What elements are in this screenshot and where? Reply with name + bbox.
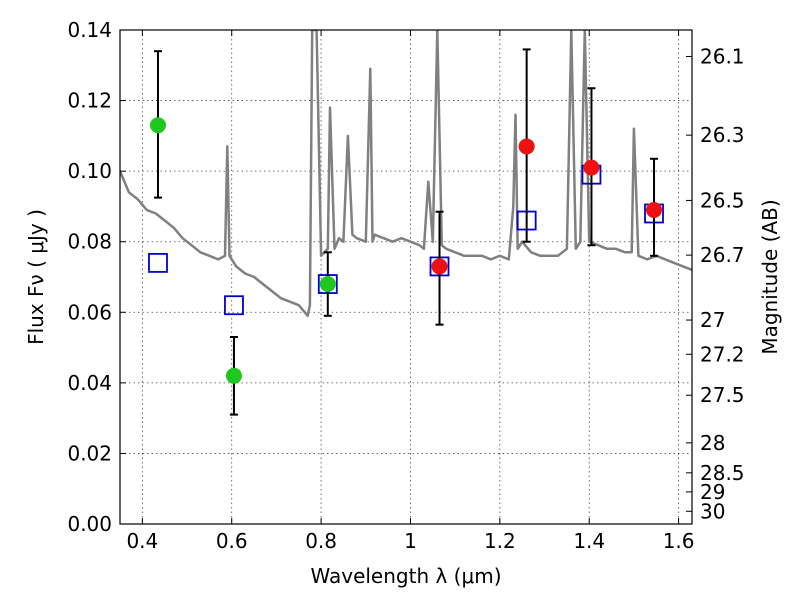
- x-tick-label: 1.2: [484, 529, 516, 553]
- y-tick-labels: 0.00 0.02 0.04 0.06 0.08 0.10 0.12 0.14: [67, 18, 112, 536]
- y2-tick-label: 30: [700, 499, 725, 523]
- x-tick-label: 0.6: [216, 529, 248, 553]
- y-tick-label: 0.14: [67, 18, 112, 42]
- y-tick-label: 0.10: [67, 159, 112, 183]
- y2-tick-label: 26.7: [700, 243, 745, 267]
- model-photometry-square: [224, 295, 244, 316]
- y2-tick-label: 26.3: [700, 123, 745, 147]
- observed-point: [583, 159, 600, 176]
- observed-point: [319, 276, 336, 293]
- y2-axis-label: Magnitude (AB): [758, 199, 782, 354]
- x-tick-label: 0.8: [305, 529, 337, 553]
- x-tick-label: 1: [404, 529, 417, 553]
- plot-frame: [119, 29, 693, 525]
- y2-tick-label: 27.2: [700, 342, 745, 366]
- x-tick-label: 1.4: [573, 529, 605, 553]
- y2-tick-label: 26.5: [700, 188, 745, 212]
- x-tick-label: 0.4: [126, 529, 158, 553]
- tick-marks: [120, 29, 692, 525]
- marker-layer: [148, 48, 664, 416]
- observed-point: [225, 367, 242, 384]
- y-tick-label: 0.08: [67, 230, 112, 254]
- observed-point: [518, 138, 535, 155]
- x-tick-labels: 0.4 0.6 0.8 1 1.2 1.4 1.6: [126, 529, 694, 553]
- x-tick-label: 1.6: [663, 529, 695, 553]
- y2-tick-label: 29: [700, 480, 725, 504]
- observed-point: [431, 258, 448, 275]
- y-tick-label: 0.06: [67, 300, 112, 324]
- y2-tick-label: 26.1: [700, 44, 745, 68]
- y2-tick-label: 27: [700, 308, 725, 332]
- y-tick-label: 0.02: [67, 441, 112, 465]
- y2-tick-label: 28: [700, 431, 725, 455]
- y-tick-label: 0.00: [67, 512, 112, 536]
- grid: [120, 29, 692, 525]
- y-tick-label: 0.12: [67, 89, 112, 113]
- spectrum-layer: [120, 30, 692, 318]
- spectrum-line: [120, 30, 692, 318]
- observed-point: [646, 201, 663, 218]
- y-tick-label: 0.04: [67, 371, 112, 395]
- y-axis-label: Flux Fν ( μJy ): [24, 209, 48, 345]
- model-photometry-square: [148, 252, 168, 273]
- y2-tick-label: 28.5: [700, 461, 745, 485]
- observed-point: [149, 117, 166, 134]
- y2-tick-label: 27.5: [700, 383, 745, 407]
- x-axis-label: Wavelength λ (μm): [310, 564, 501, 588]
